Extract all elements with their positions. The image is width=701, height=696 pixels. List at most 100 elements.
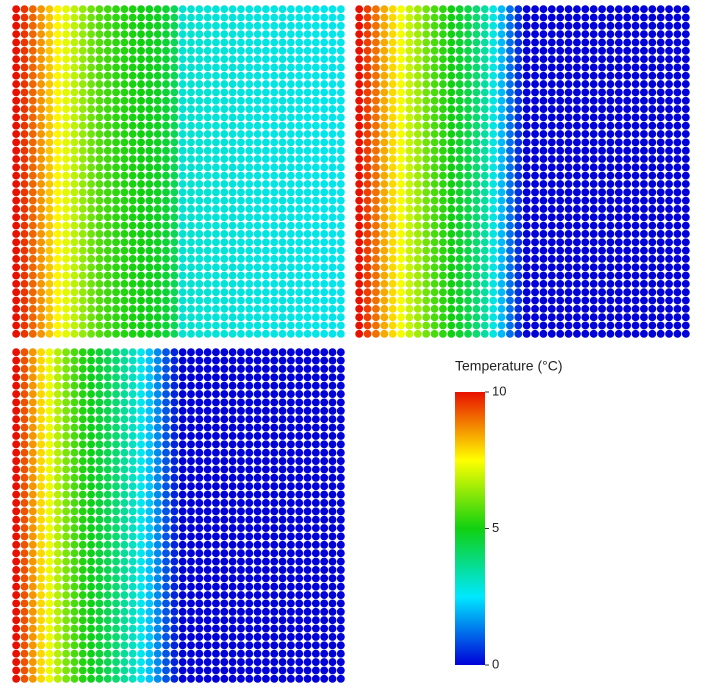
dot bbox=[228, 221, 237, 230]
dot bbox=[28, 230, 37, 238]
dot bbox=[128, 113, 137, 122]
dot bbox=[673, 279, 682, 288]
dot bbox=[589, 304, 598, 313]
dot bbox=[187, 304, 195, 313]
dot bbox=[522, 21, 531, 30]
dot bbox=[37, 641, 46, 650]
dot bbox=[439, 38, 447, 47]
dot bbox=[120, 238, 129, 247]
dot bbox=[145, 658, 154, 666]
dot bbox=[606, 88, 615, 97]
dot bbox=[464, 71, 472, 80]
dot bbox=[178, 221, 187, 230]
dot bbox=[397, 288, 405, 297]
dot bbox=[336, 515, 345, 524]
dot bbox=[62, 105, 71, 113]
dot bbox=[623, 271, 632, 280]
dot bbox=[355, 55, 364, 64]
dot bbox=[128, 238, 137, 247]
dot bbox=[253, 607, 262, 616]
dot bbox=[497, 329, 506, 338]
dot bbox=[53, 599, 62, 608]
dot bbox=[455, 205, 464, 213]
dot bbox=[170, 624, 179, 633]
dot bbox=[195, 507, 204, 516]
dot bbox=[153, 21, 162, 30]
dot bbox=[564, 254, 573, 263]
dot bbox=[320, 138, 329, 147]
dot bbox=[28, 296, 37, 305]
dot bbox=[128, 38, 137, 47]
dot bbox=[62, 365, 71, 373]
dot bbox=[598, 329, 606, 338]
dot bbox=[62, 524, 71, 532]
dot bbox=[187, 591, 195, 599]
dot bbox=[170, 582, 179, 591]
dot bbox=[681, 321, 690, 330]
dot bbox=[153, 624, 162, 633]
dot bbox=[631, 13, 640, 22]
dot bbox=[128, 373, 137, 382]
dot bbox=[522, 113, 531, 122]
dot bbox=[62, 188, 71, 197]
dot bbox=[112, 406, 120, 415]
dot bbox=[455, 288, 464, 297]
dot bbox=[78, 448, 87, 457]
dot bbox=[328, 432, 337, 440]
dot bbox=[128, 432, 137, 440]
dot bbox=[162, 365, 170, 373]
dot bbox=[472, 329, 481, 338]
dot bbox=[336, 21, 345, 30]
dot bbox=[430, 5, 439, 14]
dot bbox=[70, 96, 79, 105]
dot bbox=[472, 96, 481, 105]
dot bbox=[128, 582, 137, 591]
dot bbox=[286, 574, 295, 583]
dot bbox=[237, 279, 245, 288]
dot bbox=[145, 313, 154, 322]
dot bbox=[355, 221, 364, 230]
dot bbox=[439, 180, 447, 188]
dot bbox=[397, 46, 405, 55]
dot bbox=[355, 46, 364, 55]
dot bbox=[278, 88, 287, 97]
dot bbox=[531, 196, 539, 205]
dot bbox=[270, 46, 279, 55]
dot bbox=[245, 599, 254, 608]
dot bbox=[12, 507, 21, 516]
dot bbox=[245, 373, 254, 382]
dot bbox=[405, 288, 414, 297]
dot bbox=[556, 254, 565, 263]
dot bbox=[245, 80, 254, 89]
dot bbox=[363, 313, 372, 322]
dot bbox=[20, 246, 29, 255]
dot bbox=[145, 30, 154, 39]
dot bbox=[311, 633, 320, 641]
dot bbox=[120, 263, 129, 272]
dot bbox=[681, 254, 690, 263]
dot bbox=[336, 205, 345, 213]
dot bbox=[112, 21, 120, 30]
dot bbox=[78, 80, 87, 89]
dot bbox=[245, 146, 254, 155]
dot bbox=[286, 271, 295, 280]
dot bbox=[245, 591, 254, 599]
dot bbox=[253, 633, 262, 641]
dot bbox=[220, 38, 229, 47]
dot bbox=[153, 163, 162, 172]
dot bbox=[245, 448, 254, 457]
dot bbox=[212, 507, 220, 516]
dot bbox=[372, 238, 380, 247]
dot bbox=[62, 38, 71, 47]
dot bbox=[665, 271, 673, 280]
dot bbox=[253, 121, 262, 130]
dot bbox=[12, 329, 21, 338]
dot bbox=[623, 238, 632, 247]
dot bbox=[439, 21, 447, 30]
dot bbox=[153, 213, 162, 222]
dot bbox=[681, 13, 690, 22]
dot bbox=[270, 221, 279, 230]
dot bbox=[220, 263, 229, 272]
dot bbox=[640, 304, 648, 313]
dot bbox=[153, 271, 162, 280]
